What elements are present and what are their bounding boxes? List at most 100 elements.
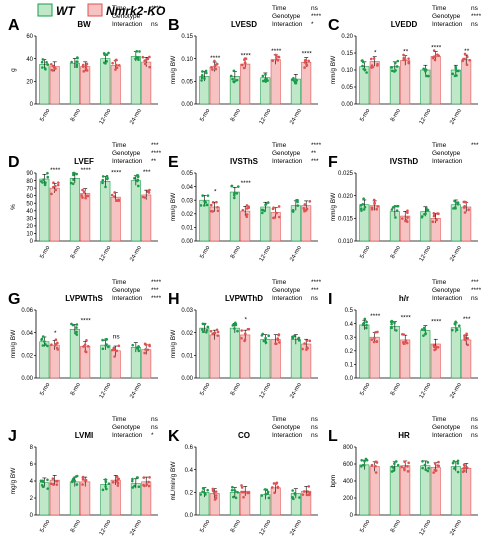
panel-l-point — [364, 457, 368, 461]
panel-j-stat-value: * — [151, 432, 154, 439]
panel-f-stat-label: Interaction — [432, 158, 463, 165]
panel-d-x-tick-label: 8-mo — [70, 244, 82, 259]
panel-j-stat-value: ns — [151, 416, 159, 423]
panel-c-y-label: mm/g BW — [330, 55, 337, 84]
panel-g-point — [144, 343, 148, 346]
panel-e-point — [211, 201, 215, 204]
panel-f-point — [396, 204, 400, 208]
panel-l-point — [432, 471, 435, 474]
panel-i-point — [363, 317, 367, 321]
panel-d-stat-value: ** — [151, 158, 157, 165]
panel-g-point — [54, 342, 58, 346]
panel-l-point — [406, 465, 409, 468]
panel-d-point — [136, 179, 139, 183]
panel-c-stats: Time ns Genotype **** Interaction ns — [432, 5, 482, 28]
panel-k-point — [201, 490, 204, 493]
panel-h-y-tick-label: 0.02 — [181, 331, 193, 337]
panel-l-y-tick-label: 0 — [350, 513, 354, 519]
panel-l-point — [465, 466, 469, 470]
panel-i-sig-marker: *** — [463, 316, 471, 323]
panel-a-stat-value: ns — [151, 21, 159, 28]
panel-e-point — [235, 192, 239, 195]
panel-c-point — [390, 69, 394, 73]
panel-a-point — [143, 59, 146, 63]
panel-f-point — [462, 200, 466, 204]
panel-l-y-label: bpm — [330, 475, 337, 488]
panel-d-sig-marker: **** — [50, 167, 61, 174]
panel-f-point — [425, 206, 428, 210]
panel-a-point — [75, 63, 79, 67]
panel-f-letter: F — [328, 154, 338, 171]
panel-f-bar-ko — [369, 205, 380, 242]
panel-b-point — [211, 68, 214, 71]
panel-i-point — [436, 345, 440, 349]
panel-d-point — [82, 190, 86, 194]
panel-l-bar-wt — [389, 466, 400, 516]
panel-l-bar-ko — [430, 467, 441, 516]
panel-d-point — [72, 173, 75, 177]
panel-a-bar-ko — [110, 65, 121, 105]
panel-g-point — [110, 348, 114, 352]
panel-a-point — [81, 63, 85, 67]
panel-h-y-tick-label: 0.00 — [181, 376, 193, 382]
panel-i-point — [373, 337, 376, 340]
panel-c-point — [431, 56, 435, 60]
panel-f-point — [406, 209, 409, 212]
panel-h-point — [240, 329, 243, 332]
panel-j-point — [115, 475, 119, 479]
panel-g-stat-label: Genotype — [112, 287, 141, 294]
panel-h-point — [201, 322, 205, 326]
panel-h-stat-value: ns — [311, 295, 319, 302]
panel-c-point — [451, 72, 455, 76]
panel-a-point — [76, 56, 79, 60]
panel-a-y-tick-label: 60 — [26, 34, 33, 40]
panel-b-point — [264, 73, 267, 76]
panel-d-x-tick-label: 12-mo — [99, 244, 113, 262]
panel-b-bar-ko — [270, 59, 281, 105]
panel-h-sig-marker: * — [244, 316, 247, 323]
panel-i-point — [466, 343, 470, 347]
panel-l-point — [407, 461, 410, 465]
panel-a-point — [105, 53, 109, 57]
panel-f-point — [464, 200, 468, 204]
panel-h-point — [206, 325, 210, 329]
panel-g-point — [146, 348, 150, 352]
panel-k-x-tick-label: 5-mo — [199, 518, 211, 533]
panel-e-y-tick-label: 0.03 — [181, 198, 193, 204]
panel-k-x-tick-label: 24-mo — [289, 518, 303, 536]
panel-j-x-tick-label: 12-mo — [99, 518, 113, 536]
panel-f-x-tick-label: 12-mo — [419, 244, 433, 262]
panel-a-bar-ko — [49, 66, 60, 105]
panel-f-point — [432, 214, 436, 218]
panel-g-bar-wt — [39, 341, 50, 379]
panel-g-point — [71, 323, 75, 327]
panel-a-point — [40, 60, 44, 64]
panel-l-stat-value: ns — [471, 424, 479, 431]
panel-f-point — [437, 212, 440, 216]
panel-h-point — [201, 330, 205, 334]
panel-j-x-tick-label: 24-mo — [129, 518, 143, 536]
panel-k-point — [231, 485, 234, 489]
panel-b-point — [244, 57, 248, 60]
panel-g-y-tick-label: 0.04 — [21, 331, 33, 337]
panel-d-point — [72, 178, 75, 181]
panel-j-point — [148, 476, 151, 479]
panel-i-point — [463, 334, 466, 337]
panel-h-point — [303, 342, 306, 345]
panel-f-point — [454, 201, 458, 204]
panel-i-stats: Time *** Genotype **** Interaction ns — [432, 279, 482, 302]
panel-c-point — [402, 53, 405, 57]
panel-f-point — [362, 208, 366, 211]
panel-j-stat-label: Genotype — [112, 424, 141, 431]
panel-a-stat-label: Time — [112, 5, 127, 12]
panel-e-stat-label: Time — [272, 142, 287, 149]
panel-c-letter: C — [328, 17, 340, 34]
panel-a-point — [85, 62, 89, 66]
panel-l-bar-ko — [461, 467, 472, 516]
panel-i-point — [370, 338, 374, 341]
panel-g-point — [75, 330, 78, 334]
panel-e-point — [209, 203, 213, 207]
panel-h-point — [291, 336, 294, 340]
panel-k-title: CO — [238, 431, 250, 440]
